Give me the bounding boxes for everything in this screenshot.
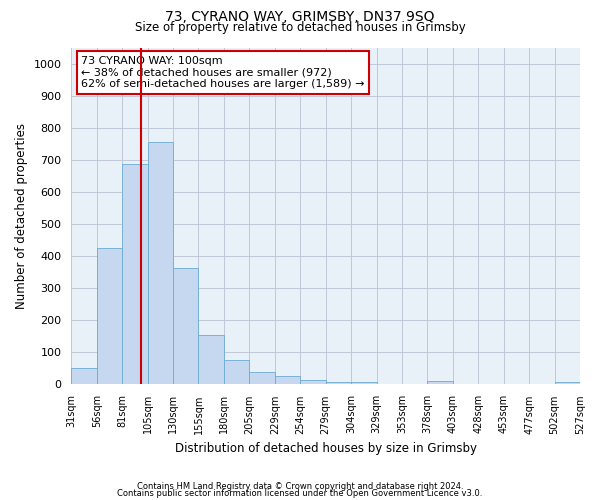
Text: Size of property relative to detached houses in Grimsby: Size of property relative to detached ho… bbox=[134, 21, 466, 34]
Y-axis label: Number of detached properties: Number of detached properties bbox=[15, 123, 28, 309]
Bar bbox=[97, 248, 122, 384]
Bar bbox=[326, 382, 351, 384]
Bar bbox=[224, 360, 250, 384]
Bar bbox=[148, 142, 173, 384]
Text: 73, CYRANO WAY, GRIMSBY, DN37 9SQ: 73, CYRANO WAY, GRIMSBY, DN37 9SQ bbox=[165, 10, 435, 24]
Text: Contains public sector information licensed under the Open Government Licence v3: Contains public sector information licen… bbox=[118, 490, 482, 498]
Bar bbox=[351, 382, 377, 384]
Bar bbox=[250, 372, 275, 384]
Bar bbox=[173, 268, 199, 384]
Bar bbox=[122, 164, 148, 384]
Bar bbox=[427, 380, 453, 384]
Bar bbox=[300, 380, 326, 384]
Text: Contains HM Land Registry data © Crown copyright and database right 2024.: Contains HM Land Registry data © Crown c… bbox=[137, 482, 463, 491]
Bar bbox=[199, 334, 224, 384]
Bar bbox=[71, 368, 97, 384]
X-axis label: Distribution of detached houses by size in Grimsby: Distribution of detached houses by size … bbox=[175, 442, 476, 455]
Bar bbox=[554, 382, 580, 384]
Bar bbox=[275, 376, 300, 384]
Text: 73 CYRANO WAY: 100sqm
← 38% of detached houses are smaller (972)
62% of semi-det: 73 CYRANO WAY: 100sqm ← 38% of detached … bbox=[82, 56, 365, 89]
